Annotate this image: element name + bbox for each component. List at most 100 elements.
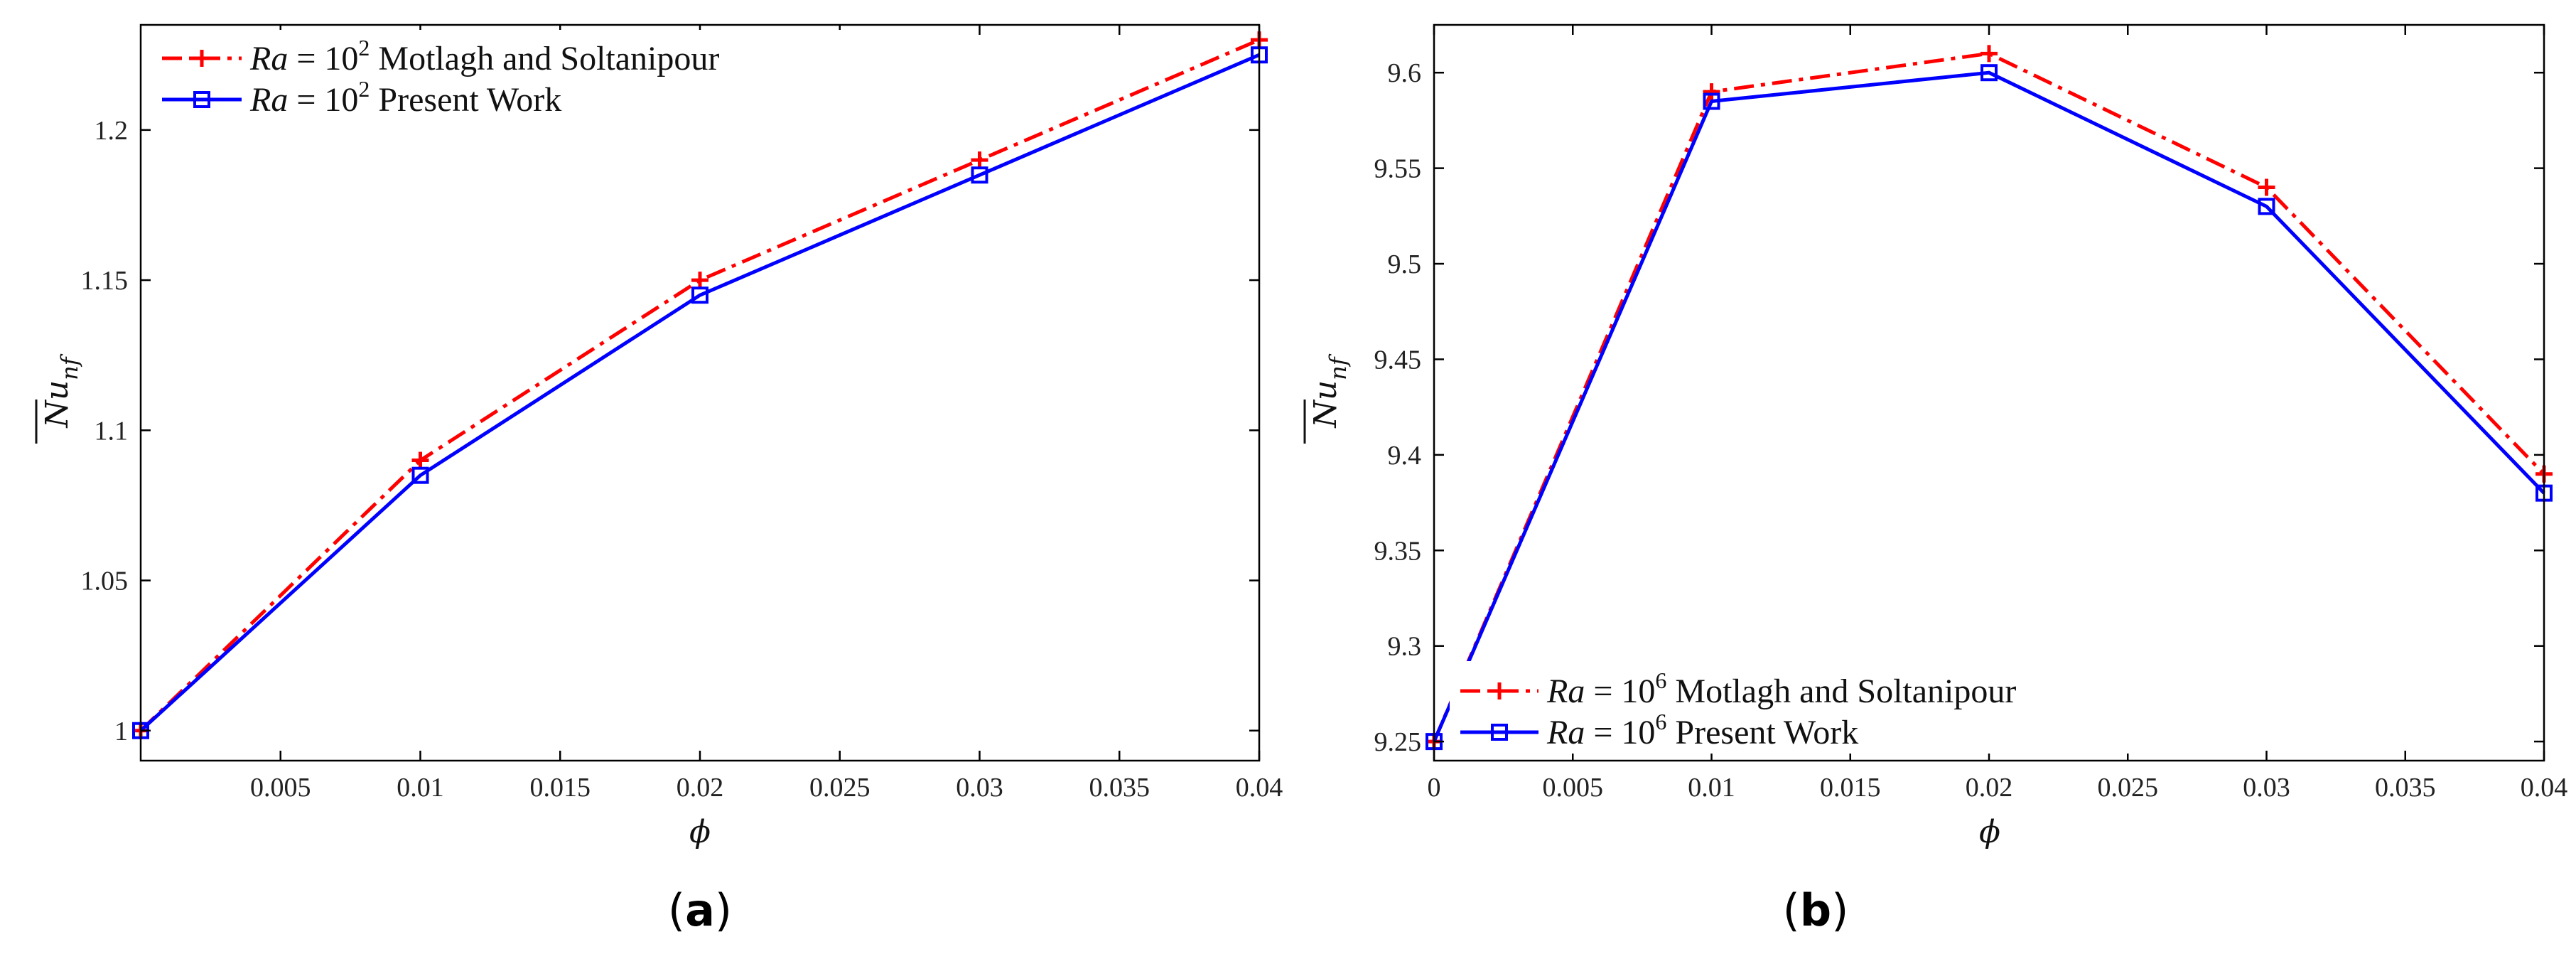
svg-text:Nunf: Nunf [39,353,83,428]
chart-a-xtick-label: 0.03 [956,773,1003,803]
chart-a-caption: (a) [668,884,732,936]
chart-a-xtick-label: 0.005 [250,773,311,803]
chart-b-caption-open: ( [1783,884,1800,936]
chart-b-legend-marker-ref [1491,682,1508,700]
chart-a-marks [132,31,1268,739]
chart-b-legend-ref-mid: = 10 [1585,672,1655,710]
chart-b-y-label-sub: nf [1325,353,1352,380]
chart-b-ytick-label: 9.6 [1388,58,1422,88]
chart-b-caption: (b) [1783,884,1849,936]
chart-a-legend-entry-pw: Ra = 102 Present Work [249,76,561,119]
chart-a-series-pw-point [691,286,708,304]
chart-b-legend-ref-text: Motlagh and Soltanipour [1666,672,2016,710]
chart-a-legend-pw-exp: 2 [358,76,370,102]
chart-a-series-ref-point [971,151,988,169]
chart-a-series-pw-point [411,466,429,484]
chart-b-ticks [1433,25,2545,761]
chart-a-xtick-label: 0.04 [1236,773,1283,803]
chart-a-legend-ref-mid: = 10 [288,40,358,77]
chart-a-y-axis-label: Nunf [35,353,83,444]
chart-b-series-ref-point [2258,178,2275,196]
chart-a-xtick-label: 0.015 [530,773,591,803]
chart-a-caption-close: ) [715,884,732,936]
chart-b-caption-letter: b [1800,884,1831,936]
chart-b-xtick-label: 0.005 [1543,773,1604,803]
chart-b-xtick-label: 0.015 [1820,773,1881,803]
chart-b-plot-frame [1433,23,2545,762]
chart-b-ytick-label: 9.5 [1388,250,1422,279]
chart-b-series-pw-point [1980,64,1998,82]
chart-a-ytick-label: 1.2 [95,116,129,146]
chart-a-legend-ref-text: Motlagh and Soltanipour [370,40,719,77]
chart-b-xtick-label: 0 [1428,773,1441,803]
chart-b-y-axis-label: Nunf [1303,353,1352,444]
chart-b-series-ref-point [1980,45,1998,63]
chart-a-xtick-label: 0.025 [809,773,871,803]
chart-b-caption-close: ) [1831,884,1848,936]
chart-a-legend-pw-text: Present Work [370,81,561,119]
chart-a-tick-labels: 0.005 0.01 0.015 0.02 0.025 0.03 0.035 0.04 1 1.0… [81,116,1283,803]
chart-b: 0 0.005 0.01 0.015 0.02 0.025 0.03 0.035 0.04 9.2… [1303,23,2568,936]
chart-b-series-ref-line [1432,51,2545,743]
chart-b-tick-labels: 0 0.005 0.01 0.015 0.02 0.025 0.03 0.035 0.04 9.2… [1374,58,2568,803]
chart-a-caption-letter: a [685,884,715,936]
chart-b-x-axis-label: ϕ [1979,814,2000,850]
chart-b-ytick-label: 9.55 [1374,154,1422,184]
chart-b-xtick-label: 0.03 [2243,773,2290,803]
chart-b-xtick-label: 0.02 [1966,773,2013,803]
chart-a: 0.005 0.01 0.015 0.02 0.025 0.03 0.035 0.04 1 1.0… [35,23,1283,936]
chart-b-legend-pw-mid: = 10 [1585,714,1655,751]
chart-a-legend-pw-prefix: Ra [249,81,288,119]
chart-a-legend-ref-exp: 2 [358,35,370,60]
chart-a-series-pw-line [139,53,1260,732]
chart-b-xtick-label: 0.04 [2521,773,2568,803]
chart-b-legend-ref-prefix: Ra [1546,672,1585,710]
chart-a-legend-pw-mid: = 10 [288,81,358,119]
chart-a-legend-marker-ref [193,50,210,67]
chart-a-series-pw-point [971,166,988,184]
chart-b-ytick-label: 9.3 [1388,632,1422,662]
chart-b-series-ref-point [1703,83,1720,101]
chart-b-legend-ref-exp: 6 [1655,668,1666,693]
chart-a-ytick-label: 1.05 [81,567,129,596]
chart-b-ytick-label: 9.35 [1374,536,1422,566]
chart-a-plot-frame [139,23,1261,762]
chart-b-legend-entry-pw: Ra = 106 Present Work [1546,709,1858,751]
chart-b-legend-box [1450,661,2182,754]
chart-a-legend-marker-pw [193,91,210,108]
chart-b-y-label-base: Nu [1308,380,1344,429]
chart-b-marks [1426,45,2553,751]
chart-a-ytick-label: 1.15 [81,266,129,296]
chart-b-legend: Ra = 106 Motlagh and Soltanipour Ra = 10… [1450,661,2182,754]
chart-b-legend-pw-exp: 6 [1655,709,1666,734]
chart-b-series-pw-point [2258,198,2275,215]
chart-a-y-label-base: Nu [39,380,75,429]
chart-a-x-axis-label: ϕ [689,814,711,850]
chart-a-series-ref-point [411,451,429,469]
chart-b-legend-pw-text: Present Work [1666,714,1858,751]
chart-a-legend-entry-ref: Ra = 102 Motlagh and Soltanipour [249,35,719,77]
chart-a-legend: Ra = 102 Motlagh and Soltanipour Ra = 10… [153,30,885,122]
chart-a-ytick-label: 1.1 [95,416,129,446]
chart-a-xtick-label: 0.035 [1089,773,1150,803]
chart-a-xtick-label: 0.01 [397,773,444,803]
chart-a-caption-open: ( [668,884,685,936]
chart-b-ytick-label: 9.25 [1374,727,1422,757]
chart-a-ticks [141,25,1261,761]
chart-b-ytick-label: 9.4 [1388,441,1422,471]
chart-b-series-pw-point [1703,92,1720,110]
chart-a-ytick-label: 1 [114,717,128,746]
chart-a-legend-ref-prefix: Ra [249,40,288,77]
chart-b-legend-marker-pw [1491,724,1508,741]
chart-a-series-ref-point [691,272,708,289]
svg-text:Nunf: Nunf [1308,353,1352,428]
chart-b-xtick-label: 0.035 [2375,773,2436,803]
chart-b-ytick-label: 9.45 [1374,345,1422,375]
chart-a-xtick-label: 0.02 [677,773,724,803]
chart-a-legend-box [153,30,885,122]
chart-a-y-label-sub: nf [56,353,83,380]
chart-b-legend-pw-prefix: Ra [1546,714,1585,751]
chart-a-series-ref-line [139,38,1260,732]
chart-b-legend-entry-ref: Ra = 106 Motlagh and Soltanipour [1546,668,2016,710]
